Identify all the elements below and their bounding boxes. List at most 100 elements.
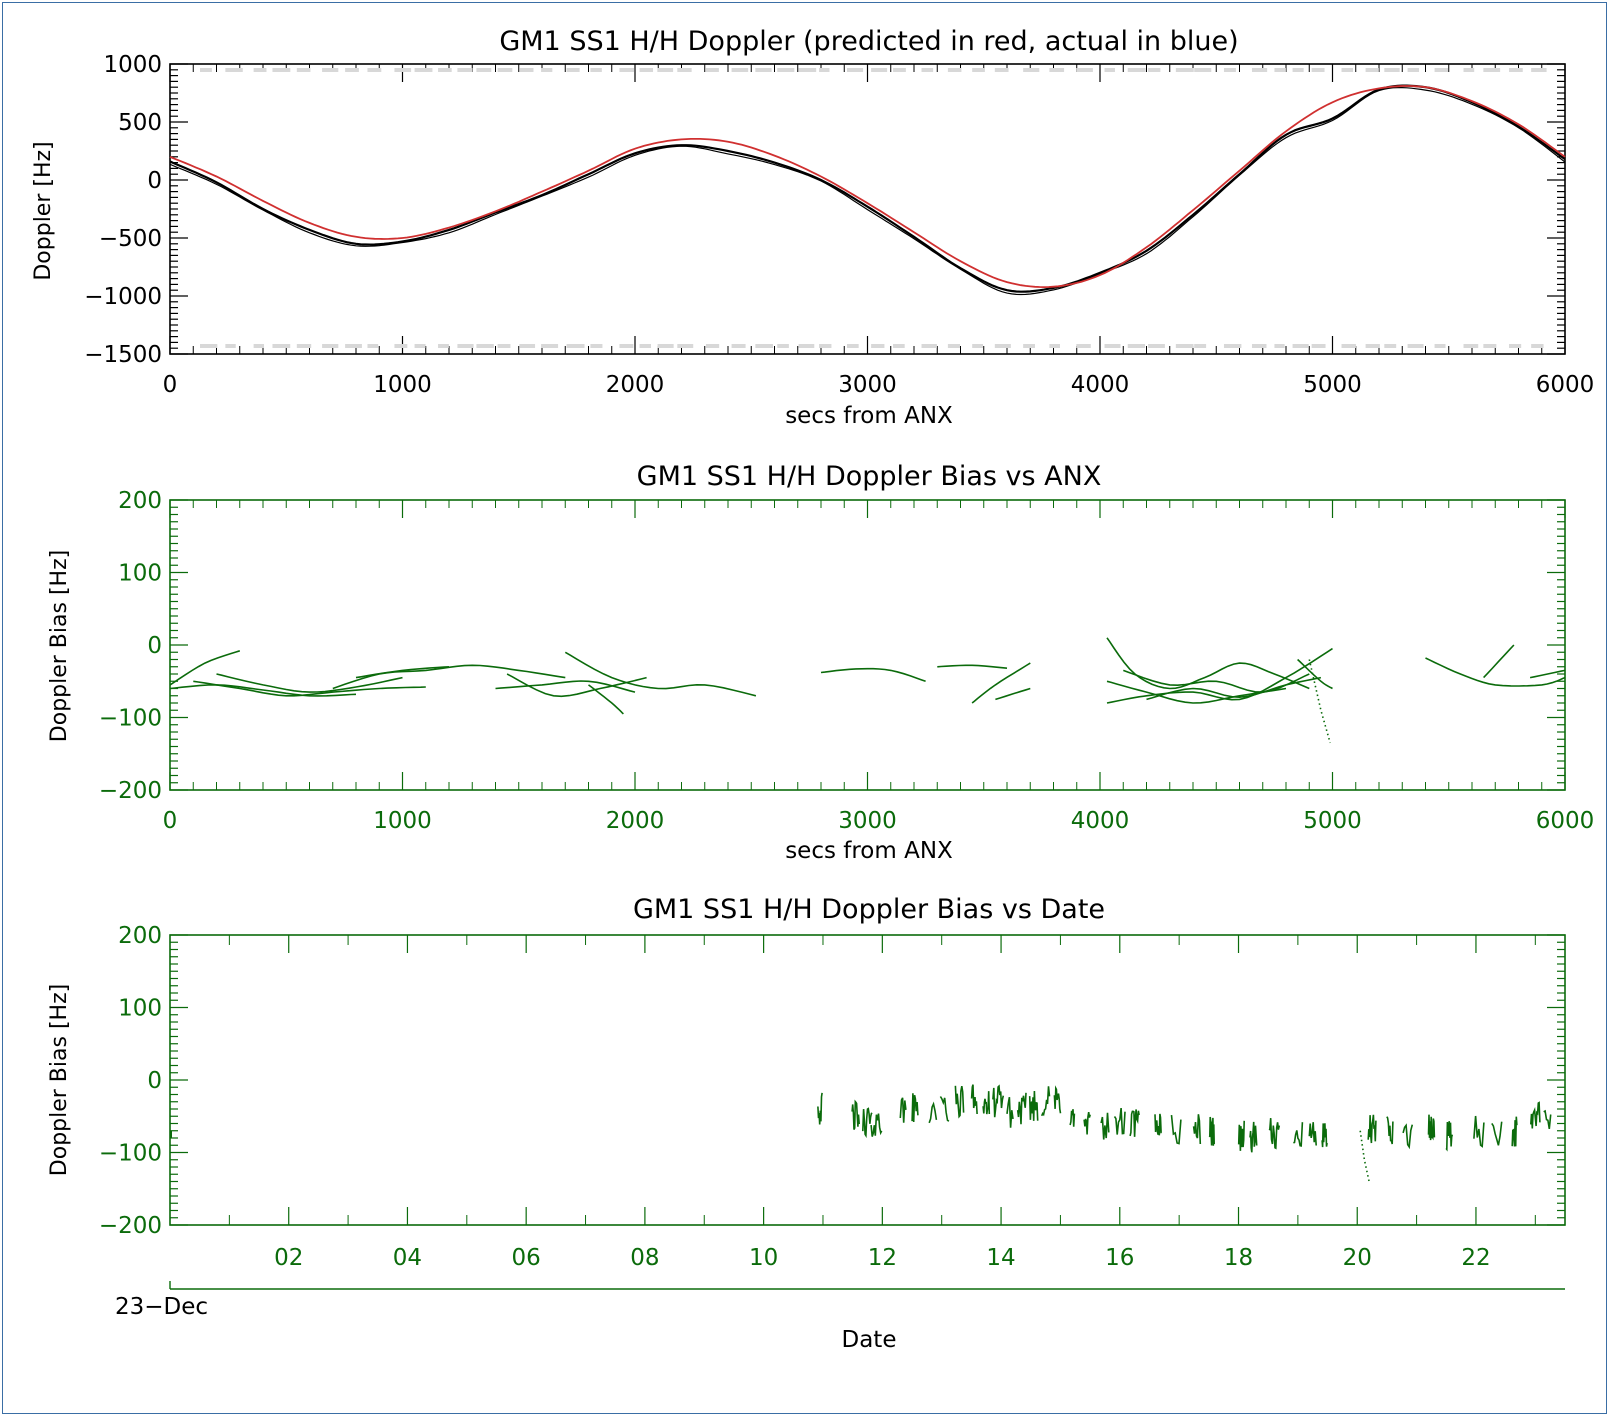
bias-burst [1511,1116,1518,1147]
bias-burst [1473,1115,1485,1148]
x-tick-label: 3000 [838,372,897,398]
pass-marker [1292,68,1304,72]
bias-trace [564,651,757,697]
bias-trace [820,667,926,683]
series-line-actual [169,84,1566,293]
pass-marker [457,68,473,72]
pass-marker [1292,344,1309,348]
pass-marker [777,68,795,72]
pass-marker [1434,344,1446,348]
pass-marker [731,68,749,72]
bias-burst [1016,1092,1027,1125]
pass-marker [994,344,1011,348]
pass-marker [1407,344,1424,348]
pass-marker [1434,68,1449,72]
y-tick-label: −200 [99,1213,162,1239]
bias-trace [588,684,624,715]
x-tick-label: 0 [163,372,178,398]
pass-marker [921,68,934,72]
bias-trace [1146,676,1322,701]
pass-marker [367,344,379,348]
pass-marker [1076,344,1091,348]
bias-trace [971,662,1031,704]
pass-marker [1023,68,1040,72]
bias-trace [169,684,357,697]
pass-marker [1148,344,1165,348]
y-axis-label: Doppler [Hz] [31,141,56,280]
pass-marker [394,344,408,348]
x-axis-label: Date [842,1327,897,1353]
pass-marker [619,68,635,72]
bias-burst [1268,1118,1281,1150]
bias-burst [862,1107,873,1139]
pass-marker [1531,344,1544,348]
bias-trace [1529,669,1566,679]
bias-trace [1106,680,1287,704]
bias-trace [1425,657,1566,687]
y-tick-label: −1000 [84,284,162,310]
pass-marker [677,68,692,72]
pass-marker [1483,344,1497,348]
pass-marker [1341,344,1356,348]
pass-marker [893,344,905,348]
bias-burst [1530,1101,1541,1129]
x-tick-label: 1000 [373,372,432,398]
bias-burst-dotted [1359,1130,1370,1182]
pass-marker [846,68,864,72]
bias-burst [1113,1108,1126,1135]
pass-marker [639,68,654,72]
pass-marker [345,68,359,72]
bias-trace [216,673,403,693]
pass-marker [519,68,534,72]
pass-marker [272,68,291,72]
bias-burst [982,1091,991,1115]
pass-marker [200,344,218,348]
pass-marker [1175,344,1194,348]
pass-marker [1407,68,1420,72]
pass-marker [1223,68,1236,72]
pass-marker [947,344,961,348]
pass-marker [1463,344,1479,348]
pass-marker [322,68,339,72]
bias-burst [1293,1122,1304,1147]
bias-burst [851,1099,860,1130]
pass-marker [566,68,580,72]
bias-burst [1237,1120,1245,1151]
pass-marker [457,344,474,348]
bias-trace [506,673,647,698]
y-tick-label: 100 [118,996,162,1022]
pass-marker [1104,344,1121,348]
y-axis-label: Doppler Bias [Hz] [47,984,72,1176]
x-tick-label: 1000 [373,808,432,834]
plot-frame [169,499,1566,791]
date-label: 23−Dec [115,1294,208,1320]
y-tick-label: 200 [118,488,162,514]
bias-burst [1427,1114,1436,1141]
bias-burst [899,1097,907,1123]
bias-burst [1006,1097,1014,1128]
y-tick-label: 500 [118,110,162,136]
pass-marker [1365,68,1379,72]
pass-marker [798,344,815,348]
pass-marker [871,68,888,72]
x-tick-label: 02 [274,1245,303,1271]
pass-marker [296,68,311,72]
y-tick-label: 200 [118,923,162,949]
x-tick-label: 18 [1224,1245,1253,1271]
pass-marker [1341,68,1354,72]
pass-marker [272,344,291,348]
bias-burst [1321,1123,1328,1148]
bias-trace [169,650,241,686]
pass-marker [1127,68,1146,72]
pass-marker [819,68,830,72]
pass-marker [322,344,339,348]
pass-marker [677,344,694,348]
pass-marker [1274,68,1286,72]
x-tick-label: 20 [1343,1245,1372,1271]
x-tick-label: 08 [630,1245,659,1271]
pass-marker [731,344,746,348]
x-tick-label: 10 [749,1245,778,1271]
bias-burst [1129,1109,1140,1137]
pass-marker [1148,68,1161,72]
